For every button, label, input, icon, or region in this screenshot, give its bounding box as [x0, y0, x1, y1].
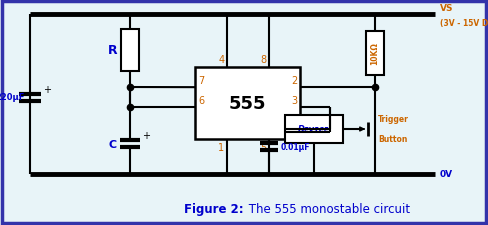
Text: VS: VS — [440, 4, 453, 13]
Text: +: + — [142, 130, 150, 140]
Text: 220μF: 220μF — [0, 93, 25, 102]
Text: The 555 monostable circuit: The 555 monostable circuit — [245, 202, 410, 216]
Text: 0.01μF: 0.01μF — [281, 143, 310, 152]
Bar — [121, 30, 139, 72]
Text: Dᴇᴠɪᴄᴇ: Dᴇᴠɪᴄᴇ — [298, 125, 330, 134]
Text: Trigger: Trigger — [378, 115, 409, 124]
Text: Figure 2:: Figure 2: — [184, 202, 244, 216]
Text: R: R — [107, 44, 117, 57]
Text: 10KΩ: 10KΩ — [370, 42, 380, 65]
Text: 6: 6 — [198, 95, 204, 105]
Bar — [285, 115, 343, 143]
Text: Button: Button — [378, 134, 407, 143]
Text: 3: 3 — [291, 96, 297, 106]
Text: 0V: 0V — [440, 170, 453, 179]
Text: (3V - 15V DC): (3V - 15V DC) — [440, 19, 488, 28]
Text: 555: 555 — [229, 94, 266, 112]
Bar — [366, 32, 384, 76]
Text: 7: 7 — [198, 76, 204, 86]
Bar — [195, 68, 300, 139]
Text: C: C — [109, 139, 117, 149]
Text: 4: 4 — [218, 55, 224, 65]
Text: 2: 2 — [291, 76, 297, 86]
Text: 1: 1 — [218, 142, 224, 152]
Text: +: + — [43, 85, 51, 94]
Text: 8: 8 — [261, 55, 266, 65]
Text: 5: 5 — [260, 142, 266, 152]
